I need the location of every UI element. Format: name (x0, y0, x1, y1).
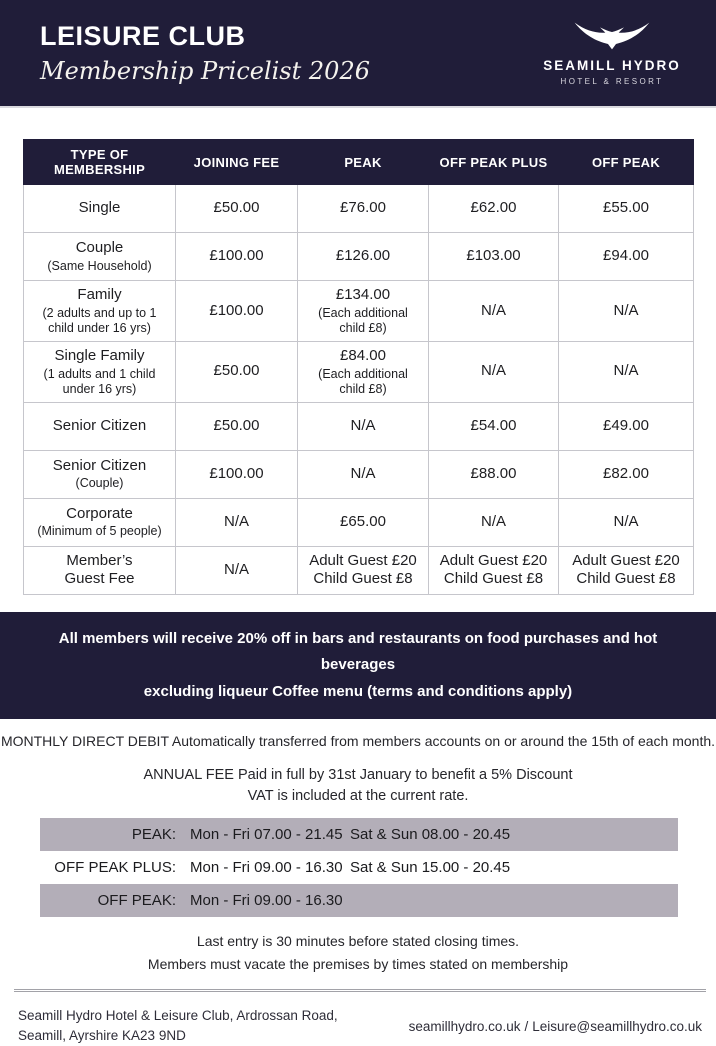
table-row: Couple (Same Household) £100.00 £126.00 £… (23, 232, 694, 281)
membership-type: Single Family (54, 346, 145, 364)
discount-banner: All members will receive 20% off in bars… (0, 612, 716, 719)
table-row: Family (2 adults and up to 1 child under … (23, 280, 694, 342)
footer-divider (14, 988, 706, 992)
monthly-direct-debit-note: MONTHLY DIRECT DEBIT Automatically trans… (0, 732, 716, 749)
time-row-peak: PEAK: Mon - Fri 07.00 - 21.45 Sat & Sun … (40, 817, 678, 851)
time-label: PEAK: (131, 825, 176, 843)
membership-type: Couple (75, 239, 124, 257)
membership-type: Senior Citizen (52, 416, 147, 434)
time-row-off-peak-plus: OFF PEAK PLUS: Mon - Fri 09.00 - 16.30 S… (40, 851, 678, 884)
membership-type: Single (78, 199, 121, 217)
price-cell: £100.00 (209, 247, 264, 265)
time-weekday: Mon - Fri 07.00 - 21.45 (190, 825, 343, 843)
time-row-off-peak: OFF PEAK: Mon - Fri 09.00 - 16.30 (40, 883, 678, 917)
price-cell: N/A (480, 512, 506, 530)
annual-fee-note: ANNUAL FEE Paid in full by 31st January … (143, 766, 573, 783)
brand-tagline: HOTEL & RESORT (560, 76, 664, 86)
price-cell: £65.00 (340, 512, 386, 530)
page-title: LEISURE CLUB (40, 21, 246, 51)
price-cell: £50.00 (213, 362, 260, 380)
membership-type-note: (Couple) (75, 476, 124, 491)
header-band: LEISURE CLUB Membership Pricelist 2026 S… (0, 0, 716, 108)
price-cell: Adult Guest £20 Child Guest £8 (439, 551, 548, 588)
footer-address: Seamill Hydro Hotel & Leisure Club, Ardr… (18, 1007, 338, 1044)
price-cell: N/A (613, 512, 639, 530)
brand-logo: SEAMILL HYDRO HOTEL & RESORT (542, 21, 682, 86)
contact-separator: / (524, 1018, 529, 1034)
brand-name: SEAMILL HYDRO (543, 57, 681, 73)
column-header-peak: PEAK (297, 139, 429, 185)
footer: Seamill Hydro Hotel & Leisure Club, Ardr… (0, 992, 716, 1046)
price-cell: £94.00 (603, 247, 649, 265)
page-subtitle: Membership Pricelist 2026 (40, 57, 370, 85)
table-row: Senior Citizen £50.00 N/A £54.00 £49.00 (23, 401, 694, 451)
table-row: Senior Citizen (Couple) £100.00 N/A £88.0… (23, 449, 694, 499)
closing-notes: Last entry is 30 minutes before stated c… (147, 932, 569, 972)
footer-contact: seamillhydro.co.uk / Leisure@seamillhydro.… (409, 1019, 702, 1034)
price-cell: Adult Guest £20 Child Guest £8 (309, 551, 417, 588)
price-cell: £54.00 (470, 416, 517, 434)
membership-type-note: (2 adults and up to 1 child under 16 yrs… (42, 305, 157, 335)
price-cell: N/A (350, 416, 376, 434)
price-cell: £126.00 (335, 247, 391, 265)
price-cell: N/A (223, 560, 249, 578)
membership-type-note: (1 adults and 1 child under 16 yrs) (43, 366, 156, 396)
table-header-row: TYPE OF MEMBERSHIP JOINING FEE PEAK OFF … (23, 139, 694, 185)
price-cell: N/A (223, 512, 249, 530)
membership-type: Member’s Guest Fee (64, 551, 135, 588)
membership-type: Senior Citizen (52, 456, 147, 474)
table-row: Member’s Guest Fee N/A Adult Guest £20 C… (23, 545, 694, 595)
price-cell: £49.00 (603, 416, 649, 434)
price-cell: N/A (613, 362, 639, 380)
price-cell: £88.00 (470, 464, 517, 482)
membership-type-note: (Same Household) (47, 258, 152, 273)
price-cell: N/A (350, 464, 376, 482)
time-weekend: Sat & Sun 08.00 - 20.45 (350, 825, 511, 843)
time-weekday: Mon - Fri 09.00 - 16.30 (190, 891, 343, 909)
column-header-off-peak-plus: OFF PEAK PLUS (428, 139, 559, 185)
price-cell: N/A (480, 362, 506, 380)
time-label: OFF PEAK PLUS: (54, 858, 176, 876)
price-cell: £62.00 (470, 199, 517, 217)
membership-type-note: (Minimum of 5 people) (37, 524, 162, 539)
price-cell: £55.00 (603, 199, 649, 217)
opening-times: PEAK: Mon - Fri 07.00 - 21.45 Sat & Sun … (40, 817, 678, 917)
price-cell: £82.00 (603, 464, 649, 482)
column-header-type: TYPE OF MEMBERSHIP (23, 139, 176, 185)
price-cell: £100.00 (209, 301, 264, 319)
table-row: Single Family (1 adults and 1 child under… (23, 340, 694, 403)
time-weekend: Sat & Sun 15.00 - 20.45 (350, 858, 511, 876)
time-weekday: Mon - Fri 09.00 - 16.30 (190, 858, 343, 876)
vat-note: VAT is included at the current rate. (247, 787, 469, 804)
price-cell: £84.00 (340, 346, 386, 364)
time-label: OFF PEAK: (97, 891, 176, 909)
price-cell: Adult Guest £20 Child Guest £8 (572, 551, 680, 588)
price-cell: £134.00 (335, 286, 391, 303)
price-cell: £100.00 (209, 464, 264, 482)
pricing-table: TYPE OF MEMBERSHIP JOINING FEE PEAK OFF … (23, 139, 694, 595)
title-block: LEISURE CLUB Membership Pricelist 2026 (40, 21, 370, 85)
email-link[interactable]: Leisure@seamillhydro.co.uk (532, 1018, 702, 1034)
price-cell: N/A (613, 301, 639, 319)
column-header-joining-fee: JOINING FEE (175, 139, 298, 185)
membership-type: Family (77, 286, 122, 303)
column-header-off-peak: OFF PEAK (558, 139, 694, 185)
price-cell: £50.00 (213, 199, 260, 217)
membership-type: Corporate (66, 504, 133, 522)
table-row: Corporate (Minimum of 5 people) N/A £65.0… (23, 497, 694, 547)
wings-icon (572, 21, 652, 51)
price-cell: £50.00 (213, 416, 260, 434)
table-row: Single £50.00 £76.00 £62.00 £55.00 (23, 184, 694, 233)
price-cell: N/A (480, 301, 506, 319)
website-link[interactable]: seamillhydro.co.uk (408, 1018, 521, 1034)
price-cell: £76.00 (340, 199, 386, 217)
price-cell: £103.00 (466, 247, 521, 265)
